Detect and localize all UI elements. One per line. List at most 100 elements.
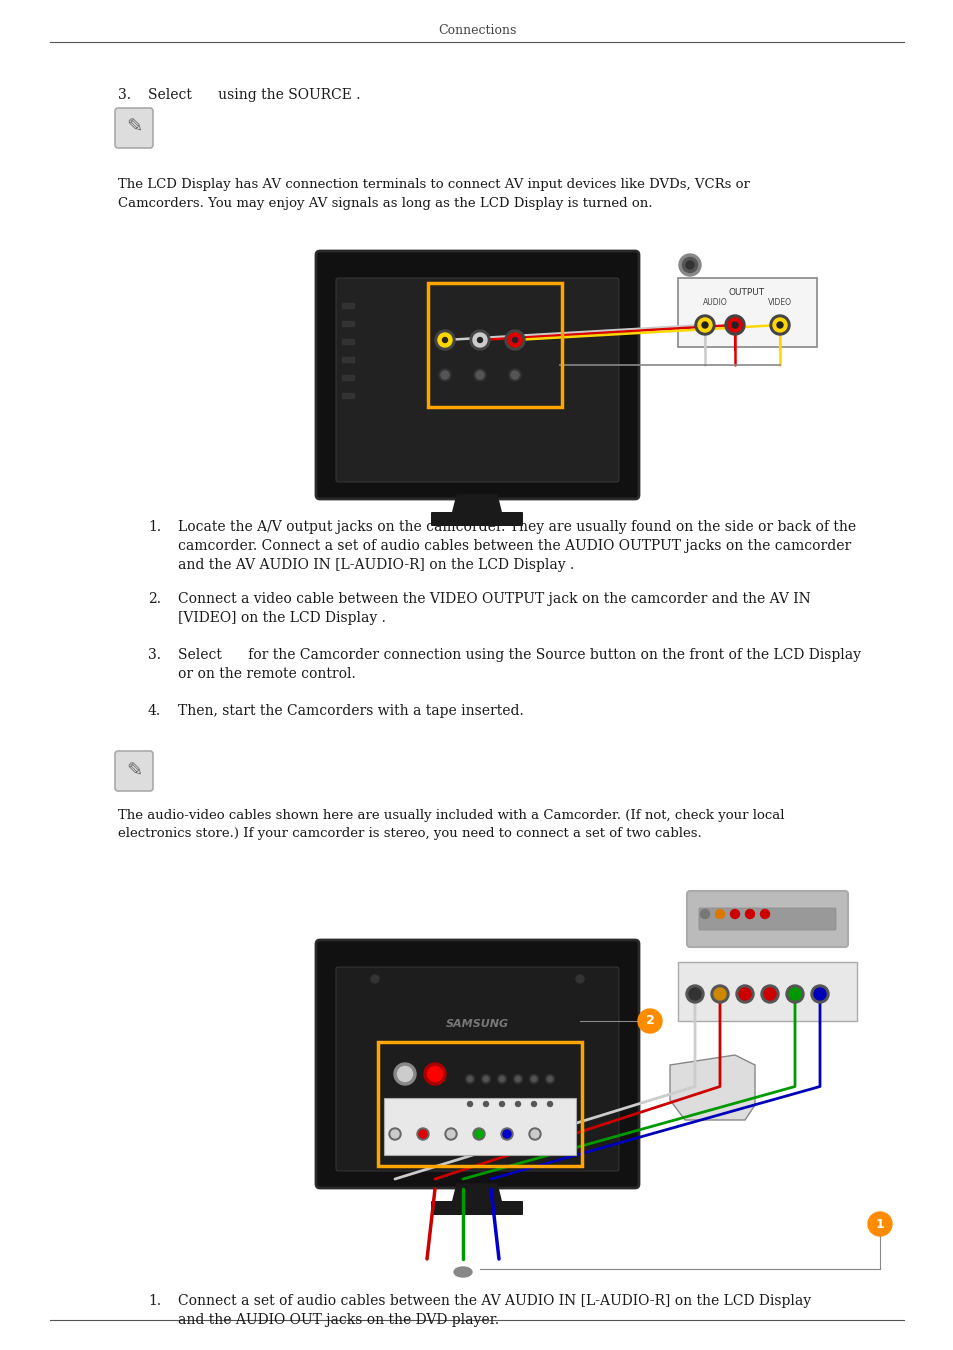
Text: SAMSUNG: SAMSUNG bbox=[445, 1019, 508, 1029]
Ellipse shape bbox=[397, 1066, 412, 1081]
Ellipse shape bbox=[502, 1130, 511, 1138]
Ellipse shape bbox=[731, 323, 738, 328]
Ellipse shape bbox=[499, 1102, 504, 1107]
Ellipse shape bbox=[576, 975, 583, 983]
Ellipse shape bbox=[416, 1129, 429, 1139]
Ellipse shape bbox=[735, 986, 753, 1003]
Ellipse shape bbox=[772, 319, 786, 332]
Ellipse shape bbox=[638, 1008, 661, 1033]
FancyBboxPatch shape bbox=[686, 891, 847, 946]
Ellipse shape bbox=[423, 1062, 446, 1085]
Ellipse shape bbox=[715, 910, 723, 918]
Ellipse shape bbox=[470, 329, 490, 350]
FancyBboxPatch shape bbox=[384, 1098, 576, 1156]
Ellipse shape bbox=[529, 1075, 537, 1084]
Ellipse shape bbox=[497, 1099, 506, 1108]
Ellipse shape bbox=[700, 910, 709, 918]
Ellipse shape bbox=[483, 1102, 488, 1107]
Ellipse shape bbox=[437, 333, 452, 347]
Text: ✎: ✎ bbox=[126, 117, 142, 136]
FancyBboxPatch shape bbox=[678, 278, 816, 347]
Ellipse shape bbox=[679, 254, 700, 275]
Ellipse shape bbox=[440, 371, 449, 379]
Bar bbox=[341, 321, 354, 325]
Bar bbox=[341, 339, 354, 344]
Ellipse shape bbox=[515, 1076, 520, 1081]
Text: 2: 2 bbox=[645, 1014, 654, 1027]
Ellipse shape bbox=[698, 319, 711, 332]
Ellipse shape bbox=[465, 1075, 474, 1084]
Text: 1.: 1. bbox=[148, 520, 161, 535]
Ellipse shape bbox=[529, 1099, 537, 1108]
Ellipse shape bbox=[730, 910, 739, 918]
Text: Connections: Connections bbox=[437, 23, 516, 36]
Ellipse shape bbox=[727, 319, 741, 332]
FancyBboxPatch shape bbox=[431, 1202, 522, 1215]
Ellipse shape bbox=[394, 1062, 416, 1085]
Ellipse shape bbox=[515, 1102, 520, 1107]
FancyBboxPatch shape bbox=[315, 251, 639, 500]
FancyBboxPatch shape bbox=[335, 967, 618, 1170]
Ellipse shape bbox=[499, 1076, 504, 1081]
Ellipse shape bbox=[776, 323, 782, 328]
Ellipse shape bbox=[497, 1075, 506, 1084]
Ellipse shape bbox=[545, 1075, 554, 1084]
Ellipse shape bbox=[513, 1075, 522, 1084]
Polygon shape bbox=[669, 1054, 754, 1120]
Text: Connect a video cable between the VIDEO OUTPUT jack on the camcorder and the AV : Connect a video cable between the VIDEO … bbox=[178, 593, 810, 625]
Ellipse shape bbox=[483, 1076, 488, 1081]
Text: Select      for the Camcorder connection using the Source button on the front of: Select for the Camcorder connection usin… bbox=[178, 648, 861, 680]
Text: 1.: 1. bbox=[148, 1295, 161, 1308]
Ellipse shape bbox=[474, 369, 485, 381]
Ellipse shape bbox=[465, 1099, 474, 1108]
Ellipse shape bbox=[467, 1076, 472, 1081]
Ellipse shape bbox=[531, 1102, 536, 1107]
Ellipse shape bbox=[813, 988, 825, 1000]
Ellipse shape bbox=[681, 258, 697, 273]
Text: ✎: ✎ bbox=[126, 761, 142, 780]
Ellipse shape bbox=[547, 1076, 552, 1081]
Ellipse shape bbox=[454, 1268, 472, 1277]
Ellipse shape bbox=[688, 988, 700, 1000]
Ellipse shape bbox=[710, 986, 728, 1003]
Ellipse shape bbox=[739, 988, 750, 1000]
Ellipse shape bbox=[481, 1099, 490, 1108]
Ellipse shape bbox=[769, 315, 789, 335]
Ellipse shape bbox=[435, 329, 455, 350]
Ellipse shape bbox=[477, 338, 482, 343]
FancyBboxPatch shape bbox=[431, 512, 522, 526]
Ellipse shape bbox=[760, 910, 769, 918]
Text: 4.: 4. bbox=[148, 703, 161, 718]
Ellipse shape bbox=[788, 988, 801, 1000]
FancyBboxPatch shape bbox=[678, 963, 856, 1021]
Ellipse shape bbox=[810, 986, 828, 1003]
Text: The audio-video cables shown here are usually included with a Camcorder. (If not: The audio-video cables shown here are us… bbox=[118, 809, 783, 841]
Ellipse shape bbox=[504, 329, 524, 350]
FancyBboxPatch shape bbox=[335, 278, 618, 482]
Ellipse shape bbox=[763, 988, 775, 1000]
Ellipse shape bbox=[744, 910, 754, 918]
Ellipse shape bbox=[438, 369, 451, 381]
Ellipse shape bbox=[507, 333, 521, 347]
FancyBboxPatch shape bbox=[115, 751, 152, 791]
Ellipse shape bbox=[513, 1099, 522, 1108]
Ellipse shape bbox=[713, 988, 725, 1000]
Text: 3.: 3. bbox=[148, 648, 161, 662]
Ellipse shape bbox=[473, 1129, 484, 1139]
Bar bbox=[341, 375, 354, 379]
Ellipse shape bbox=[444, 1129, 456, 1139]
Text: Connect a set of audio cables between the AV AUDIO IN [L-AUDIO-R] on the LCD Dis: Connect a set of audio cables between th… bbox=[178, 1295, 810, 1327]
Ellipse shape bbox=[724, 315, 744, 335]
Ellipse shape bbox=[701, 323, 707, 328]
Ellipse shape bbox=[442, 338, 447, 343]
Ellipse shape bbox=[531, 1076, 536, 1081]
Text: Then, start the Camcorders with a tape inserted.: Then, start the Camcorders with a tape i… bbox=[178, 703, 523, 718]
Ellipse shape bbox=[685, 261, 693, 269]
FancyBboxPatch shape bbox=[699, 909, 835, 930]
Text: VIDEO: VIDEO bbox=[767, 298, 791, 306]
Ellipse shape bbox=[418, 1130, 427, 1138]
Ellipse shape bbox=[547, 1102, 552, 1107]
Polygon shape bbox=[452, 495, 501, 514]
Ellipse shape bbox=[476, 371, 483, 379]
Text: AUDIO: AUDIO bbox=[702, 298, 726, 306]
